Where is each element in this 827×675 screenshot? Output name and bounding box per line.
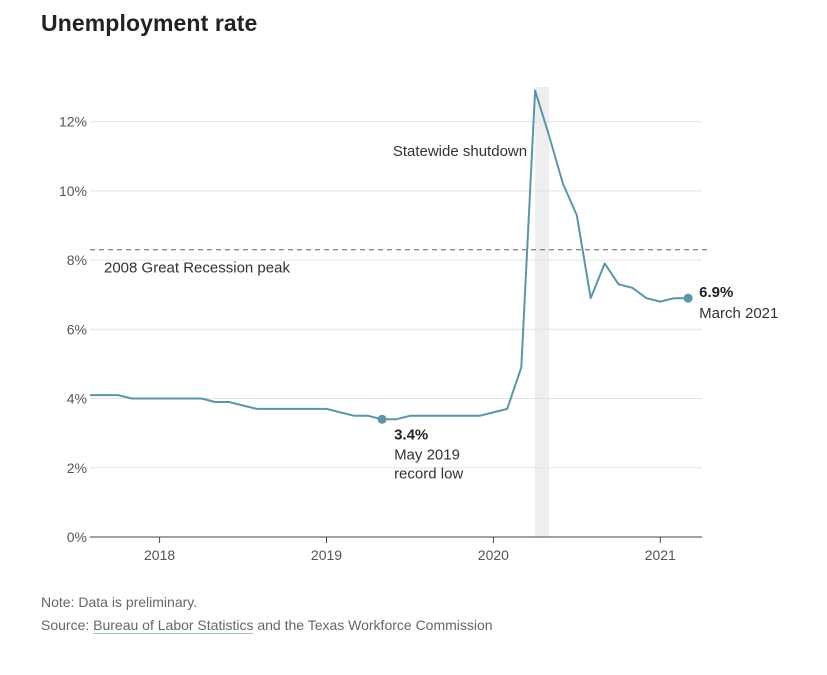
y-tick-label: 6% (67, 321, 87, 337)
x-tick-label: 2019 (311, 547, 342, 563)
record-low-value: 3.4% (394, 426, 428, 443)
y-tick-label: 8% (67, 252, 87, 268)
record-low-label: May 2019 (394, 446, 460, 463)
reference-line-label: 2008 Great Recession peak (104, 260, 290, 277)
x-tick-label: 2020 (478, 547, 509, 563)
y-tick-label: 0% (67, 529, 87, 545)
y-tick-label: 2% (67, 460, 87, 476)
record-low-label: record low (394, 465, 463, 482)
source-prefix: Source: (41, 617, 94, 633)
footer-note: Note: Data is preliminary. (41, 594, 198, 610)
x-tick-label: 2021 (645, 547, 676, 563)
record-low-point (377, 414, 387, 424)
footer-source: Source: Bureau of Labor Statistics and t… (41, 617, 493, 634)
y-tick-label: 12% (59, 114, 87, 130)
line-chart: 0% 2% 4% 6% 8% 10% 12% 2018 2019 2020 2021 2008 Gre… (59, 87, 778, 563)
latest-point (683, 293, 693, 303)
unemployment-series-line (90, 89, 689, 421)
source-link-bls[interactable]: Bureau of Labor Statistics (93, 617, 254, 634)
source-suffix: and the Texas Workforce Commission (253, 617, 493, 633)
chart-title: Unemployment rate (41, 10, 258, 36)
shutdown-band (535, 87, 549, 537)
latest-value: 6.9% (699, 284, 733, 301)
x-tick-label: 2018 (144, 547, 175, 563)
y-tick-label: 10% (59, 183, 87, 199)
latest-label: March 2021 (699, 305, 778, 322)
y-tick-label: 4% (67, 391, 87, 407)
shutdown-label: Statewide shutdown (393, 143, 527, 160)
